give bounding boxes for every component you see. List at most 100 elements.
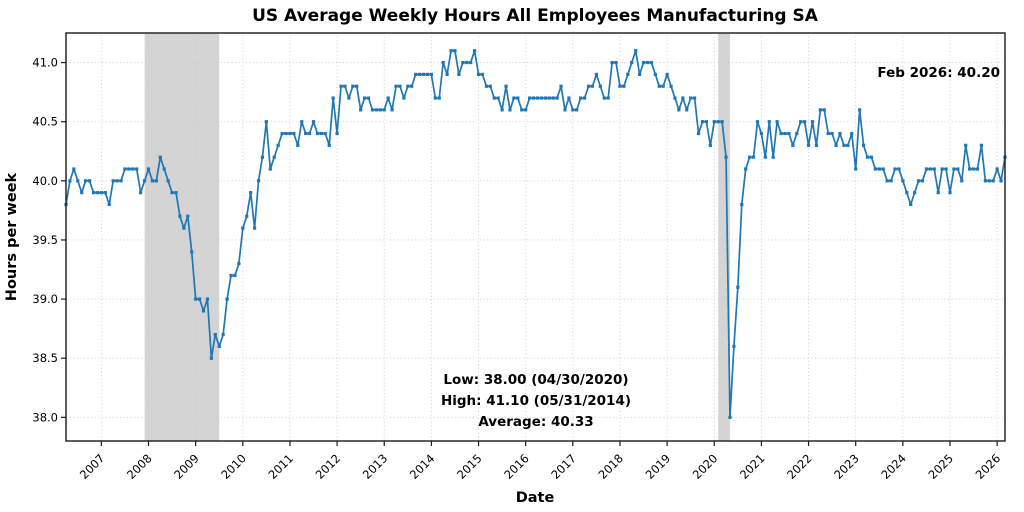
data-point xyxy=(461,60,465,65)
data-point xyxy=(209,356,213,360)
data-point xyxy=(818,108,822,112)
data-point xyxy=(700,120,705,124)
data-point xyxy=(76,179,80,183)
data-point xyxy=(850,131,854,136)
data-point xyxy=(736,285,740,289)
data-point xyxy=(347,96,351,100)
data-point xyxy=(331,96,335,100)
average-annotation: Average: 40.33 xyxy=(478,414,593,430)
data-point xyxy=(602,96,606,100)
data-point xyxy=(759,131,764,136)
x-axis-label: Date xyxy=(516,490,555,506)
data-point xyxy=(653,72,657,76)
data-point xyxy=(971,167,976,171)
data-point xyxy=(795,131,799,136)
plot-border xyxy=(65,32,1006,442)
data-point xyxy=(276,143,280,147)
data-point xyxy=(170,191,174,195)
data-point xyxy=(952,167,956,171)
data-point xyxy=(716,120,720,124)
data-point xyxy=(174,191,178,195)
data-point xyxy=(543,96,547,100)
data-point xyxy=(586,84,591,88)
data-point xyxy=(504,84,508,88)
data-point xyxy=(339,84,343,88)
data-point xyxy=(378,108,382,112)
data-point xyxy=(991,179,995,183)
x-tick-label: 2022 xyxy=(784,451,815,482)
data-point xyxy=(881,167,885,171)
data-point xyxy=(469,60,473,65)
x-tick-label: 2016 xyxy=(501,451,532,482)
data-point xyxy=(311,120,316,124)
data-point xyxy=(158,155,162,159)
data-point xyxy=(111,179,115,183)
data-point xyxy=(402,96,406,100)
data-point xyxy=(343,84,347,88)
x-tick-label: 2015 xyxy=(454,451,485,482)
data-point xyxy=(763,155,767,159)
data-point xyxy=(909,202,913,207)
data-point xyxy=(473,49,477,53)
data-point xyxy=(618,84,622,88)
data-point xyxy=(131,167,135,171)
data-point xyxy=(547,96,551,100)
high-annotation: High: 41.10 (05/31/2014) xyxy=(441,393,631,409)
data-point xyxy=(968,167,972,171)
data-point xyxy=(916,179,921,183)
data-point xyxy=(810,120,815,124)
data-point xyxy=(712,120,716,124)
x-tick-label: 2023 xyxy=(831,451,862,482)
recession-bands xyxy=(144,33,730,441)
data-line xyxy=(65,49,1006,419)
data-point xyxy=(115,179,119,183)
data-point xyxy=(186,214,190,218)
data-point xyxy=(649,60,654,65)
data-point xyxy=(924,167,929,171)
data-point xyxy=(374,108,378,112)
data-point xyxy=(351,84,355,88)
data-point xyxy=(877,167,881,171)
data-point xyxy=(583,96,587,100)
data-point xyxy=(87,179,92,183)
data-point xyxy=(885,179,889,183)
data-point xyxy=(983,179,987,183)
data-point xyxy=(488,84,492,88)
y-tick-label: 39.5 xyxy=(32,233,58,247)
y-tick-label: 40.0 xyxy=(32,174,58,188)
data-point xyxy=(524,108,528,112)
data-point xyxy=(748,155,752,159)
data-point xyxy=(256,179,261,183)
data-point xyxy=(280,131,284,136)
data-point xyxy=(225,297,229,301)
x-tick-label: 2019 xyxy=(643,451,674,482)
data-point xyxy=(999,179,1003,183)
data-point xyxy=(480,72,485,76)
data-point xyxy=(264,120,268,124)
x-tick-label: 2024 xyxy=(878,451,909,482)
data-point xyxy=(284,131,288,136)
x-tick-label: 2018 xyxy=(595,451,626,482)
data-point xyxy=(362,96,367,100)
data-point xyxy=(834,143,838,147)
data-point xyxy=(406,84,410,88)
data-point xyxy=(476,72,481,76)
data-point xyxy=(508,108,512,112)
data-point xyxy=(964,143,968,147)
data-point xyxy=(68,179,72,183)
data-point xyxy=(665,72,669,76)
data-point xyxy=(249,191,253,195)
data-point xyxy=(755,120,760,124)
data-point xyxy=(123,167,127,171)
data-point xyxy=(154,179,158,183)
data-point xyxy=(99,191,103,195)
data-point xyxy=(496,96,500,100)
data-point xyxy=(237,262,241,266)
data-point xyxy=(398,84,402,88)
data-point xyxy=(575,108,579,112)
data-point xyxy=(539,96,543,100)
data-point xyxy=(390,108,394,112)
data-point xyxy=(932,167,936,171)
